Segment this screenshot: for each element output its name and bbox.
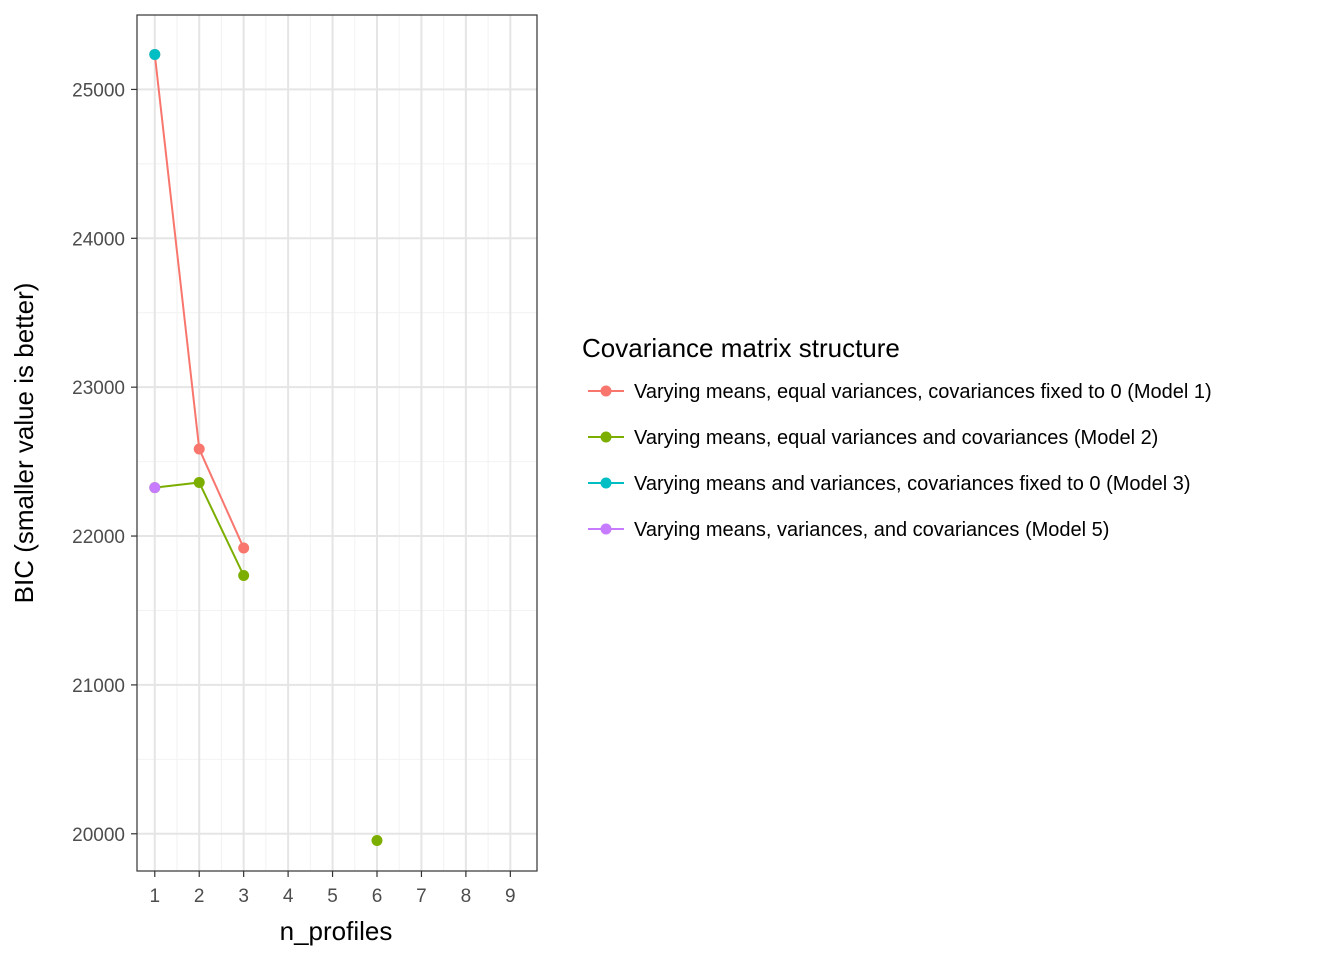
- x-tick-label: 2: [194, 886, 205, 907]
- y-axis-title: BIC (smaller value is better): [9, 283, 39, 604]
- legend-key-point: [600, 431, 612, 443]
- data-point-series-2: [193, 476, 205, 488]
- legend-label: Varying means, equal variances, covarian…: [634, 381, 1212, 403]
- legend-item-1: Varying means, equal variances, covarian…: [588, 381, 1212, 403]
- legend-label: Varying means and variances, covariances…: [634, 473, 1191, 495]
- y-tick-label: 20000: [72, 825, 125, 846]
- x-tick-label: 9: [505, 886, 516, 907]
- panel-background: [137, 15, 537, 871]
- legend-label: Varying means, variances, and covariance…: [634, 519, 1109, 541]
- y-tick-label: 24000: [72, 229, 125, 250]
- panel-border: [136, 14, 538, 872]
- plot-panel: [136, 14, 538, 872]
- x-tick-label: 5: [327, 886, 338, 907]
- x-tick-label: 6: [372, 886, 383, 907]
- data-point-series-2: [371, 834, 383, 846]
- y-tick-label: 23000: [72, 378, 125, 399]
- y-tick-label: 21000: [72, 676, 125, 697]
- x-axis-title: n_profiles: [280, 916, 393, 946]
- data-point-series-2: [238, 569, 250, 581]
- data-point-series-4: [149, 482, 161, 494]
- legend-label: Varying means, equal variances and covar…: [634, 427, 1158, 449]
- legend-item-4: Varying means, variances, and covariance…: [588, 519, 1109, 541]
- x-tick-label: 3: [238, 886, 249, 907]
- legend-key-point: [600, 385, 612, 397]
- x-tick-label: 1: [149, 886, 160, 907]
- legend-item-2: Varying means, equal variances and covar…: [588, 427, 1158, 449]
- data-point-series-1: [193, 443, 205, 455]
- legend-key-point: [600, 523, 612, 535]
- legend-key-point: [600, 477, 612, 489]
- y-tick-label: 22000: [72, 527, 125, 548]
- legend-title: Covariance matrix structure: [582, 333, 900, 363]
- y-tick-label: 25000: [72, 80, 125, 101]
- legend: Covariance matrix structure Varying mean…: [582, 333, 1212, 541]
- x-tick-label: 7: [416, 886, 427, 907]
- data-point-series-1: [238, 542, 250, 554]
- x-tick-label: 8: [461, 886, 472, 907]
- legend-item-3: Varying means and variances, covariances…: [588, 473, 1191, 495]
- axes: 1 2 3 4 5 6 7 8 9 20000 21000 22000 23000 24000 25000: [72, 80, 515, 907]
- data-point-series-3: [149, 48, 161, 60]
- x-tick-label: 4: [283, 886, 294, 907]
